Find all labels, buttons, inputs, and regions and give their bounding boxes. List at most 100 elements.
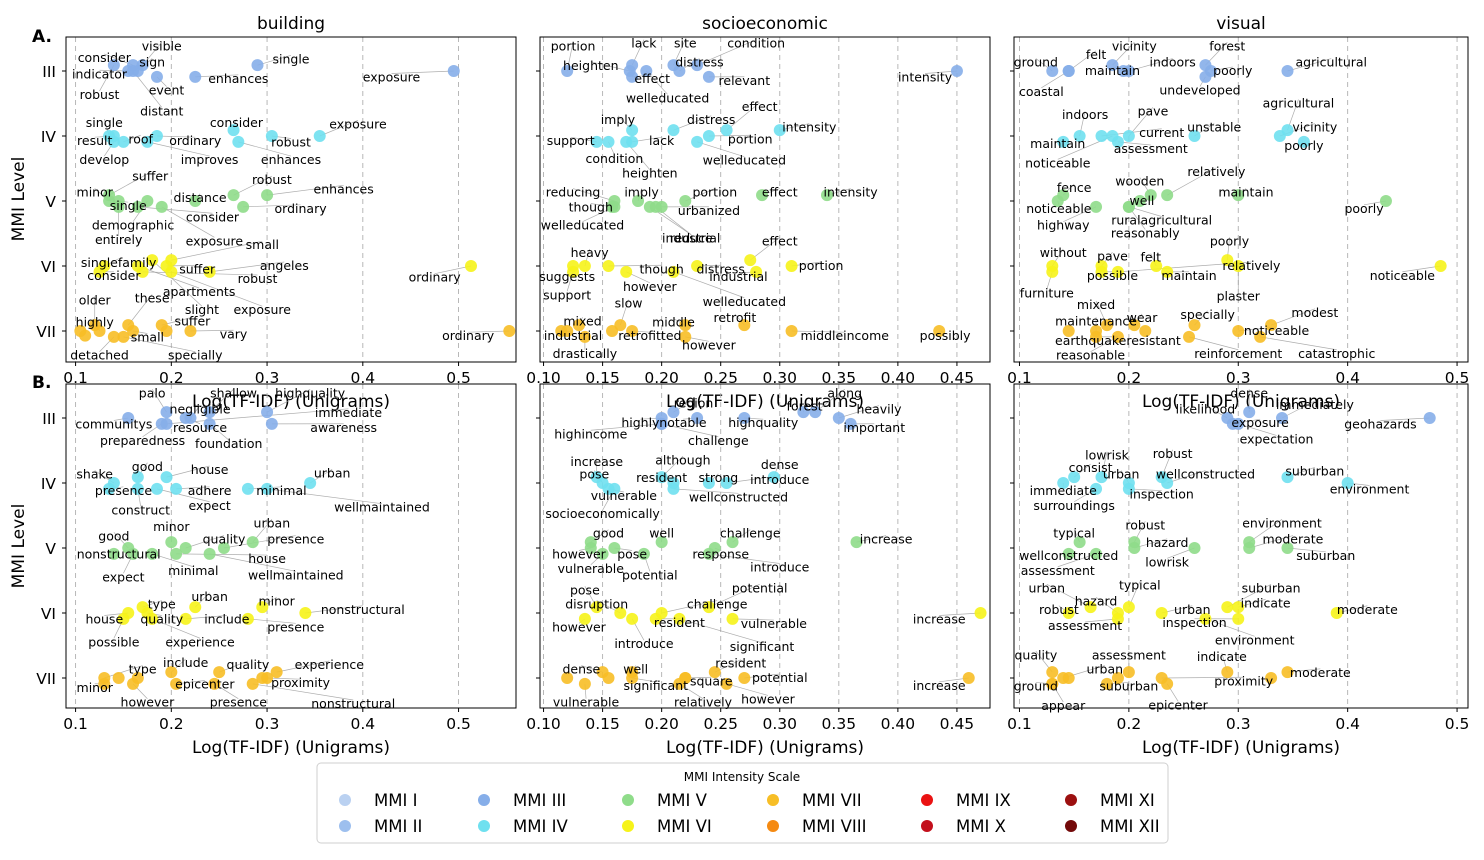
word-label: increase: [860, 532, 913, 547]
word-label: vicinity: [1292, 120, 1338, 135]
word-label: inspection: [1130, 487, 1194, 502]
word-label: urban: [314, 465, 351, 480]
legend-marker: [622, 794, 634, 806]
word-label: urban: [1103, 467, 1140, 482]
word-label: inspection: [1162, 615, 1226, 630]
word-label: lack: [649, 133, 675, 148]
data-point-middleincome: [786, 325, 798, 337]
legend-marker: [1065, 820, 1077, 832]
word-label: improves: [181, 152, 239, 167]
word-label: effect: [742, 99, 778, 114]
x-tick-label: 0.10: [526, 715, 561, 733]
word-label: suffer: [174, 313, 211, 328]
word-label: heavily: [856, 402, 902, 417]
word-label: reasonably: [1111, 226, 1180, 241]
word-label: roof: [128, 131, 153, 146]
y-axis-title: MMI Level: [9, 157, 29, 242]
word-label: immediate: [1030, 483, 1097, 498]
word-label: enhances: [261, 152, 321, 167]
data-point-exposure: [314, 130, 326, 142]
data-point-reduce: [644, 201, 656, 213]
word-label: expectation: [1240, 431, 1314, 446]
word-label: typical: [1053, 526, 1095, 541]
legend-label: MMI XII: [1100, 817, 1160, 836]
word-label: house: [85, 612, 123, 627]
data-point-exposure: [165, 266, 177, 278]
word-label: preparedness: [100, 433, 185, 448]
data-point-unlabeled: [113, 672, 125, 684]
data-point-though: [603, 260, 615, 272]
word-label: minor: [258, 593, 295, 608]
word-label: unstable: [1187, 120, 1241, 135]
word-label: reducing: [546, 185, 601, 200]
panel-title: building: [257, 14, 325, 34]
panel-title: visual: [1216, 14, 1266, 34]
word-label: agricultural: [1295, 55, 1367, 70]
data-point-coastal: [1063, 65, 1075, 77]
word-label: highincome: [554, 426, 627, 441]
word-label: consider: [78, 50, 132, 65]
y-tick-label: V: [45, 540, 56, 558]
word-label: moderate: [1337, 602, 1398, 617]
word-label: effect: [634, 71, 670, 86]
word-label: welleducated: [541, 218, 624, 233]
data-point-epicenter: [1161, 678, 1173, 690]
y-tick-label: III: [42, 63, 56, 81]
data-point-enhances: [232, 136, 244, 148]
legend-marker: [921, 794, 933, 806]
word-label: minimal: [168, 563, 218, 578]
x-tick-label: 0.4: [350, 715, 375, 733]
word-label: construct: [111, 502, 170, 517]
legend-label: MMI IV: [513, 817, 568, 836]
word-label: noticeable: [1026, 201, 1092, 216]
word-label: industrial: [544, 328, 602, 343]
word-label: earthquakeresistant: [1055, 333, 1181, 348]
word-label: site: [674, 36, 697, 51]
word-label: noticeable: [1244, 323, 1310, 338]
word-label: suburban: [1285, 463, 1344, 478]
word-label: notable: [659, 415, 707, 430]
legend-marker: [622, 820, 634, 832]
word-label: current: [1139, 125, 1184, 140]
word-label: however: [741, 691, 796, 706]
data-point-suburban: [1221, 601, 1233, 613]
word-label: quality: [227, 657, 270, 672]
word-label: quality: [140, 612, 183, 627]
word-label: nonstructural: [77, 547, 161, 562]
word-label: single: [110, 198, 147, 213]
data-point-intensity: [951, 65, 963, 77]
data-point-ordinary: [465, 260, 477, 272]
data-point-exposure: [448, 65, 460, 77]
word-label: expect: [102, 569, 144, 584]
x-tick-label: 0.5: [1445, 715, 1470, 733]
x-tick-label: 0.3: [255, 715, 280, 733]
word-label: enhances: [314, 181, 374, 196]
data-point-vulnerable: [727, 613, 739, 625]
word-label: felt: [1086, 47, 1107, 62]
word-label: demographic: [92, 218, 175, 233]
y-tick-label: VII: [36, 323, 56, 341]
data-point-unlabeled: [79, 330, 91, 342]
data-point-event: [151, 71, 163, 83]
x-tick-label: 0.15: [585, 715, 620, 733]
legend-label: MMI V: [657, 791, 708, 810]
word-label: urban: [191, 589, 228, 604]
word-label: wellmaintained: [248, 567, 344, 582]
legend-label: MMI II: [374, 817, 422, 836]
legend-label: MMI I: [374, 791, 417, 810]
data-point-enhances: [189, 71, 201, 83]
word-label: dense: [562, 662, 600, 677]
data-point-distant: [127, 65, 139, 77]
word-label: significant: [623, 678, 688, 693]
word-label: industrial: [709, 269, 767, 284]
word-label: introduce: [750, 560, 810, 575]
word-label: consider: [87, 268, 141, 283]
word-label: reduce: [670, 231, 713, 246]
word-label: experience: [295, 657, 365, 672]
word-label: undeveloped: [1159, 83, 1240, 98]
word-label: though: [640, 261, 684, 276]
word-label: vulnerable: [553, 695, 620, 710]
word-label: good: [98, 528, 129, 543]
data-point-relevant: [703, 71, 715, 83]
